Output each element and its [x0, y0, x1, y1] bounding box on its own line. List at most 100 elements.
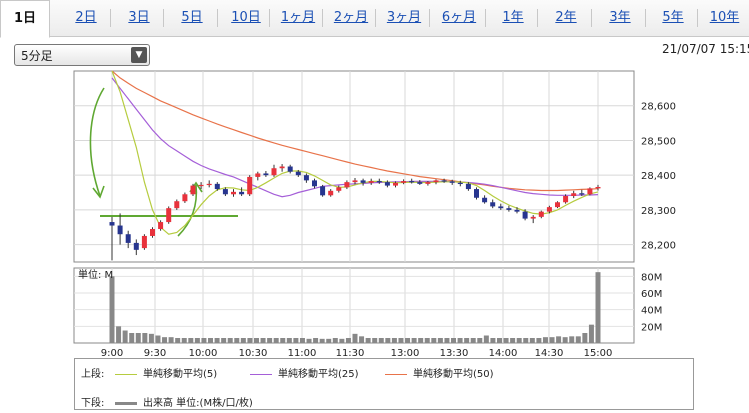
tab-13[interactable]: 5年 [662, 10, 684, 25]
volume-bar [208, 338, 214, 343]
volume-bar [516, 338, 522, 343]
tab-5[interactable]: 10日 [231, 10, 261, 25]
volume-bar [286, 338, 292, 343]
x-tick-label: 13:00 [391, 348, 420, 359]
tab-separator [110, 9, 111, 27]
volume-bar [556, 336, 562, 343]
volume-bar [490, 338, 496, 343]
candle [368, 178, 374, 185]
candle-body [352, 180, 358, 183]
volume-bar [247, 338, 253, 343]
volume-bar [135, 333, 141, 343]
tab-1[interactable]: 1日 [0, 0, 50, 38]
candle-body [255, 173, 261, 177]
tab-separator [269, 9, 270, 27]
tab-6[interactable]: 1ヶ月 [280, 10, 316, 25]
tab-4[interactable]: 5日 [181, 10, 203, 25]
tab-8[interactable]: 3ヶ月 [386, 10, 422, 25]
volume-bar [129, 333, 135, 343]
candle-body [295, 171, 301, 176]
candle-body [271, 168, 277, 176]
candle [563, 194, 569, 204]
candle [376, 178, 382, 184]
candle [320, 184, 326, 197]
tab-9[interactable]: 6ヶ月 [441, 10, 477, 25]
tab-14[interactable]: 10年 [709, 10, 740, 25]
tab-separator [163, 9, 164, 27]
x-tick-label: 10:30 [239, 348, 268, 359]
volume-bar [188, 338, 194, 343]
volume-bar [536, 338, 542, 343]
candle-body [158, 222, 164, 230]
candle [344, 180, 350, 190]
candle-body [401, 181, 407, 183]
annotation-arrowhead-left [92, 185, 105, 199]
volume-bar [529, 338, 535, 343]
candle [409, 178, 415, 184]
volume-bar [181, 338, 187, 343]
volume-tick-label: 60M [641, 289, 662, 300]
volume-bar [234, 338, 240, 343]
candle-body [125, 234, 131, 243]
volume-bar [444, 338, 450, 343]
volume-bar [483, 335, 489, 343]
candle [222, 187, 228, 197]
candle-body [214, 183, 220, 190]
tab-12[interactable]: 3年 [609, 10, 631, 25]
candle [166, 206, 172, 224]
candle [133, 239, 139, 256]
volume-bar [260, 338, 266, 343]
chevron-down-icon[interactable]: ▼ [131, 47, 147, 63]
volume-bar [253, 338, 259, 343]
volume-bar [372, 338, 378, 343]
x-tick-label: 14:30 [535, 348, 564, 359]
volume-bar [313, 338, 319, 343]
candle [279, 164, 285, 172]
candle [271, 164, 277, 177]
candle-body [417, 182, 423, 184]
volume-bar [122, 330, 128, 343]
tab-11[interactable]: 2年 [555, 10, 577, 25]
tab-3[interactable]: 3日 [128, 10, 150, 25]
candle-body [239, 191, 245, 195]
volume-bar [424, 338, 430, 343]
interval-select[interactable]: 5分足 ▼ [14, 44, 150, 66]
candle-body [433, 180, 439, 183]
candle-body [490, 202, 496, 207]
last-update-time: 21/07/07 15:15 [662, 42, 749, 56]
y-tick-label: 28,400 [641, 171, 676, 182]
candle-body [263, 173, 269, 176]
tab-separator [591, 9, 592, 27]
candle-body [320, 186, 326, 196]
tab-separator [697, 9, 698, 27]
candle-body [530, 216, 536, 219]
candle-body [287, 166, 293, 172]
tab-7[interactable]: 2ヶ月 [333, 10, 369, 25]
ma50-swatch [385, 373, 407, 375]
candle [117, 213, 123, 245]
volume-bar [148, 333, 154, 343]
tab-2[interactable]: 2日 [75, 10, 97, 25]
legend-lower-label: 下段: [81, 398, 105, 409]
volume-bar [162, 337, 168, 343]
candle-body [449, 181, 455, 183]
candle-body [563, 196, 569, 203]
candle [328, 189, 334, 197]
y-tick-label: 28,200 [641, 241, 676, 252]
volume-tick-label: 20M [641, 322, 662, 333]
candle-body [109, 222, 115, 226]
candle [474, 187, 479, 200]
tab-separator [375, 9, 376, 27]
ma5-swatch [115, 373, 137, 375]
volume-bar [588, 324, 594, 343]
candle [303, 173, 309, 183]
candle [287, 164, 293, 174]
volume-bar [582, 333, 588, 343]
candle [401, 179, 407, 185]
volume-bar [385, 338, 391, 343]
volume-bar [221, 338, 227, 343]
x-tick-label: 15:00 [584, 348, 613, 359]
candle [482, 195, 488, 204]
tab-10[interactable]: 1年 [502, 10, 524, 25]
